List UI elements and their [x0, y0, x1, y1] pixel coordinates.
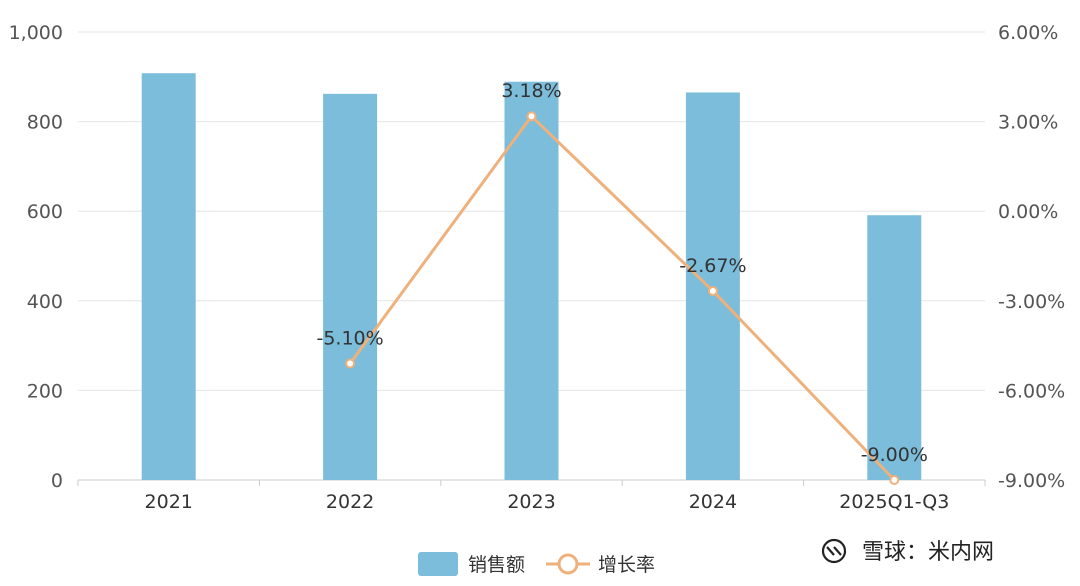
line-point	[526, 111, 537, 122]
y-left-tick-label: 800	[27, 112, 63, 134]
legend-swatch-bar	[418, 552, 458, 576]
watermark-text: 雪球：米内网	[862, 540, 994, 565]
x-category-label: 2025Q1-Q3	[839, 491, 949, 513]
snowball-logo-icon	[821, 538, 847, 564]
y-left-tick-label: 0	[51, 470, 63, 492]
data-label: -2.67%	[679, 255, 746, 277]
line-point	[345, 358, 356, 369]
line-point	[889, 475, 900, 485]
legend-swatch-marker	[557, 553, 579, 575]
data-label: -5.10%	[316, 328, 383, 350]
bar-series	[141, 73, 922, 480]
data-label: 3.18%	[501, 80, 561, 102]
legend-label: 增长率	[598, 554, 655, 576]
watermark: 雪球：米内网	[821, 538, 994, 565]
bar	[141, 73, 196, 480]
line-series: -5.10% 3.18% -2.67% -9.00%	[316, 80, 928, 485]
bar	[504, 81, 559, 480]
y-left-tick-label: 600	[27, 201, 63, 223]
data-label: -9.00%	[861, 444, 928, 466]
y-right-tick-label: 0.00%	[998, 201, 1058, 223]
x-category-label: 2024	[689, 491, 737, 513]
line-point	[707, 285, 718, 296]
y-left-tick-label: 200	[27, 380, 63, 402]
y-left-tick-label: 400	[27, 291, 63, 313]
x-category-label: 2021	[145, 491, 193, 513]
legend-label: 销售额	[468, 554, 525, 576]
growth-line	[348, 114, 896, 482]
bar	[323, 93, 378, 480]
x-category-label: 2023	[507, 491, 555, 513]
y-right-tick-label: -6.00%	[998, 380, 1065, 402]
y-right-tick-label: -9.00%	[998, 470, 1065, 492]
legend: 销售额 增长率	[418, 552, 655, 576]
y-right-tick-label: -3.00%	[998, 291, 1065, 313]
bar	[867, 215, 922, 480]
y-right-tick-label: 6.00%	[998, 22, 1058, 44]
x-category-label: 2022	[326, 491, 374, 513]
axes: 0 200 400 600 800 1,000 -9.00% -6.00% -3.00% 0.00…	[9, 22, 1066, 513]
y-right-tick-label: 3.00%	[998, 112, 1058, 134]
y-left-tick-label: 1,000	[9, 22, 63, 44]
